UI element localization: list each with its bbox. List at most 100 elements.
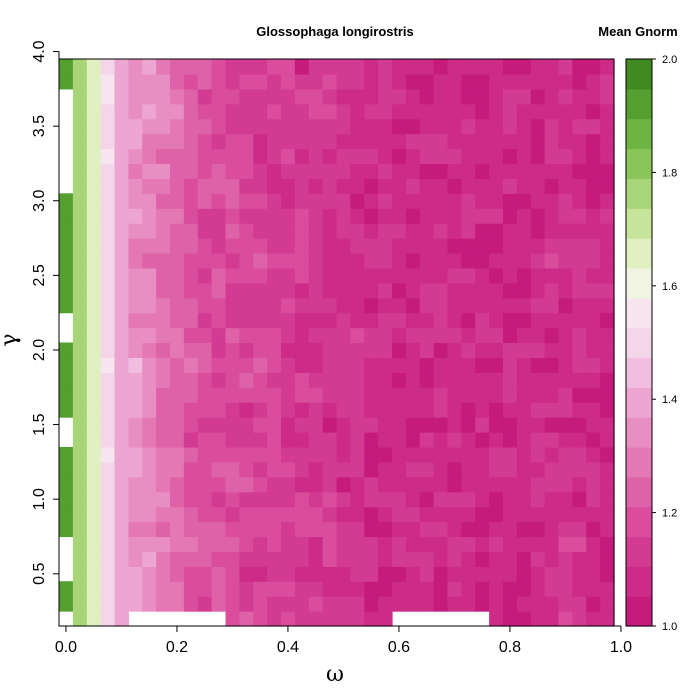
heatmap-cell [72, 267, 88, 284]
heatmap-cell [530, 566, 546, 582]
heatmap-cell [308, 551, 324, 567]
heatmap-cell [239, 282, 254, 299]
heatmap-cell [461, 163, 476, 179]
heatmap-cell [197, 208, 213, 224]
heatmap-cell [72, 566, 88, 582]
heatmap-cell [433, 506, 449, 523]
heatmap-cell [572, 506, 587, 523]
heatmap-cell [156, 566, 171, 582]
heatmap-cell [294, 103, 310, 120]
heatmap-cell [225, 611, 240, 627]
heatmap-cell [211, 252, 227, 269]
heatmap-cell [170, 312, 185, 329]
heatmap-cell [572, 148, 587, 165]
heatmap-cell [378, 208, 393, 224]
heatmap-cell [433, 297, 449, 314]
heatmap-cell [86, 551, 102, 567]
heatmap-cell [350, 59, 365, 75]
heatmap-cell [530, 446, 546, 463]
heatmap-cell [489, 223, 504, 239]
heatmap-cell [170, 282, 185, 299]
heatmap-cell [336, 178, 351, 194]
heatmap-cell [211, 59, 227, 75]
heatmap-cell [322, 372, 338, 388]
heatmap-cell [308, 163, 324, 179]
heatmap-cell [211, 342, 227, 359]
heatmap-cell [183, 476, 199, 493]
heatmap-cell [86, 357, 102, 373]
heatmap-cell [59, 491, 74, 508]
heatmap-cell [142, 59, 157, 75]
heatmap-cell [405, 223, 421, 239]
heatmap-cell [572, 536, 587, 552]
heatmap-cell [516, 417, 532, 433]
heatmap-cell [86, 596, 102, 612]
heatmap-cell [86, 59, 102, 75]
heatmap-cell [294, 252, 310, 269]
heatmap-cell [419, 536, 435, 552]
heatmap-cell [281, 491, 296, 508]
heatmap-cell [475, 208, 490, 224]
heatmap-cell [433, 223, 449, 239]
heatmap-cell [392, 88, 407, 105]
heatmap-cell [322, 178, 338, 194]
heatmap-cell [336, 282, 351, 299]
heatmap-cell [378, 402, 393, 418]
heatmap-cell [419, 417, 435, 433]
heatmap-cell [267, 387, 282, 403]
heatmap-cell [350, 536, 365, 552]
heatmap-cell [392, 252, 407, 269]
heatmap-cell [308, 103, 324, 120]
heatmap-cell [447, 223, 462, 239]
heatmap-cell [419, 491, 435, 508]
heatmap-cell [600, 372, 615, 388]
heatmap-cell [267, 103, 282, 120]
heatmap-cell [419, 476, 435, 493]
heatmap-cell [281, 312, 296, 329]
heatmap-cell [294, 387, 310, 403]
heatmap-cell [419, 118, 435, 135]
heatmap-cell [447, 297, 462, 314]
heatmap-cell [419, 342, 435, 359]
heatmap-cell [558, 432, 573, 448]
heatmap-cell [516, 238, 532, 254]
heatmap-cell [447, 491, 462, 508]
heatmap-cell [211, 208, 227, 224]
heatmap-cell [239, 238, 254, 254]
heatmap-cell [336, 267, 351, 284]
heatmap-cell [142, 432, 157, 448]
heatmap-cell [350, 417, 365, 433]
heatmap-cell [281, 59, 296, 75]
heatmap-cell [433, 417, 449, 433]
heatmap-cell [503, 208, 518, 224]
heatmap-cell [350, 446, 365, 463]
heatmap-cell [364, 148, 379, 165]
heatmap-cell [128, 118, 143, 135]
heatmap-cell [197, 357, 213, 373]
x-tick-label: 1.0 [610, 639, 632, 656]
heatmap-cell [405, 357, 421, 373]
heatmap-cell [183, 357, 199, 373]
heatmap-cell [600, 342, 615, 359]
heatmap-cell [253, 88, 268, 105]
heatmap-cell [211, 238, 227, 254]
heatmap-cell [156, 133, 171, 150]
heatmap-cell [433, 581, 449, 597]
heatmap-cell [183, 372, 199, 388]
heatmap-cell [128, 551, 143, 567]
heatmap-cell [128, 491, 143, 508]
heatmap-cell [572, 521, 587, 538]
heatmap-cell [225, 461, 240, 478]
heatmap-cell [336, 521, 351, 538]
heatmap-cell [392, 73, 407, 90]
heatmap-cell [558, 417, 573, 433]
heatmap-cell [211, 357, 227, 373]
heatmap-cell [267, 133, 282, 150]
heatmap-cell [253, 118, 268, 135]
heatmap-cell [392, 402, 407, 418]
heatmap-cell [72, 372, 88, 388]
heatmap-cell [294, 59, 310, 75]
heatmap-cell [211, 446, 227, 463]
heatmap-cell [475, 297, 490, 314]
heatmap-cell [600, 506, 615, 523]
